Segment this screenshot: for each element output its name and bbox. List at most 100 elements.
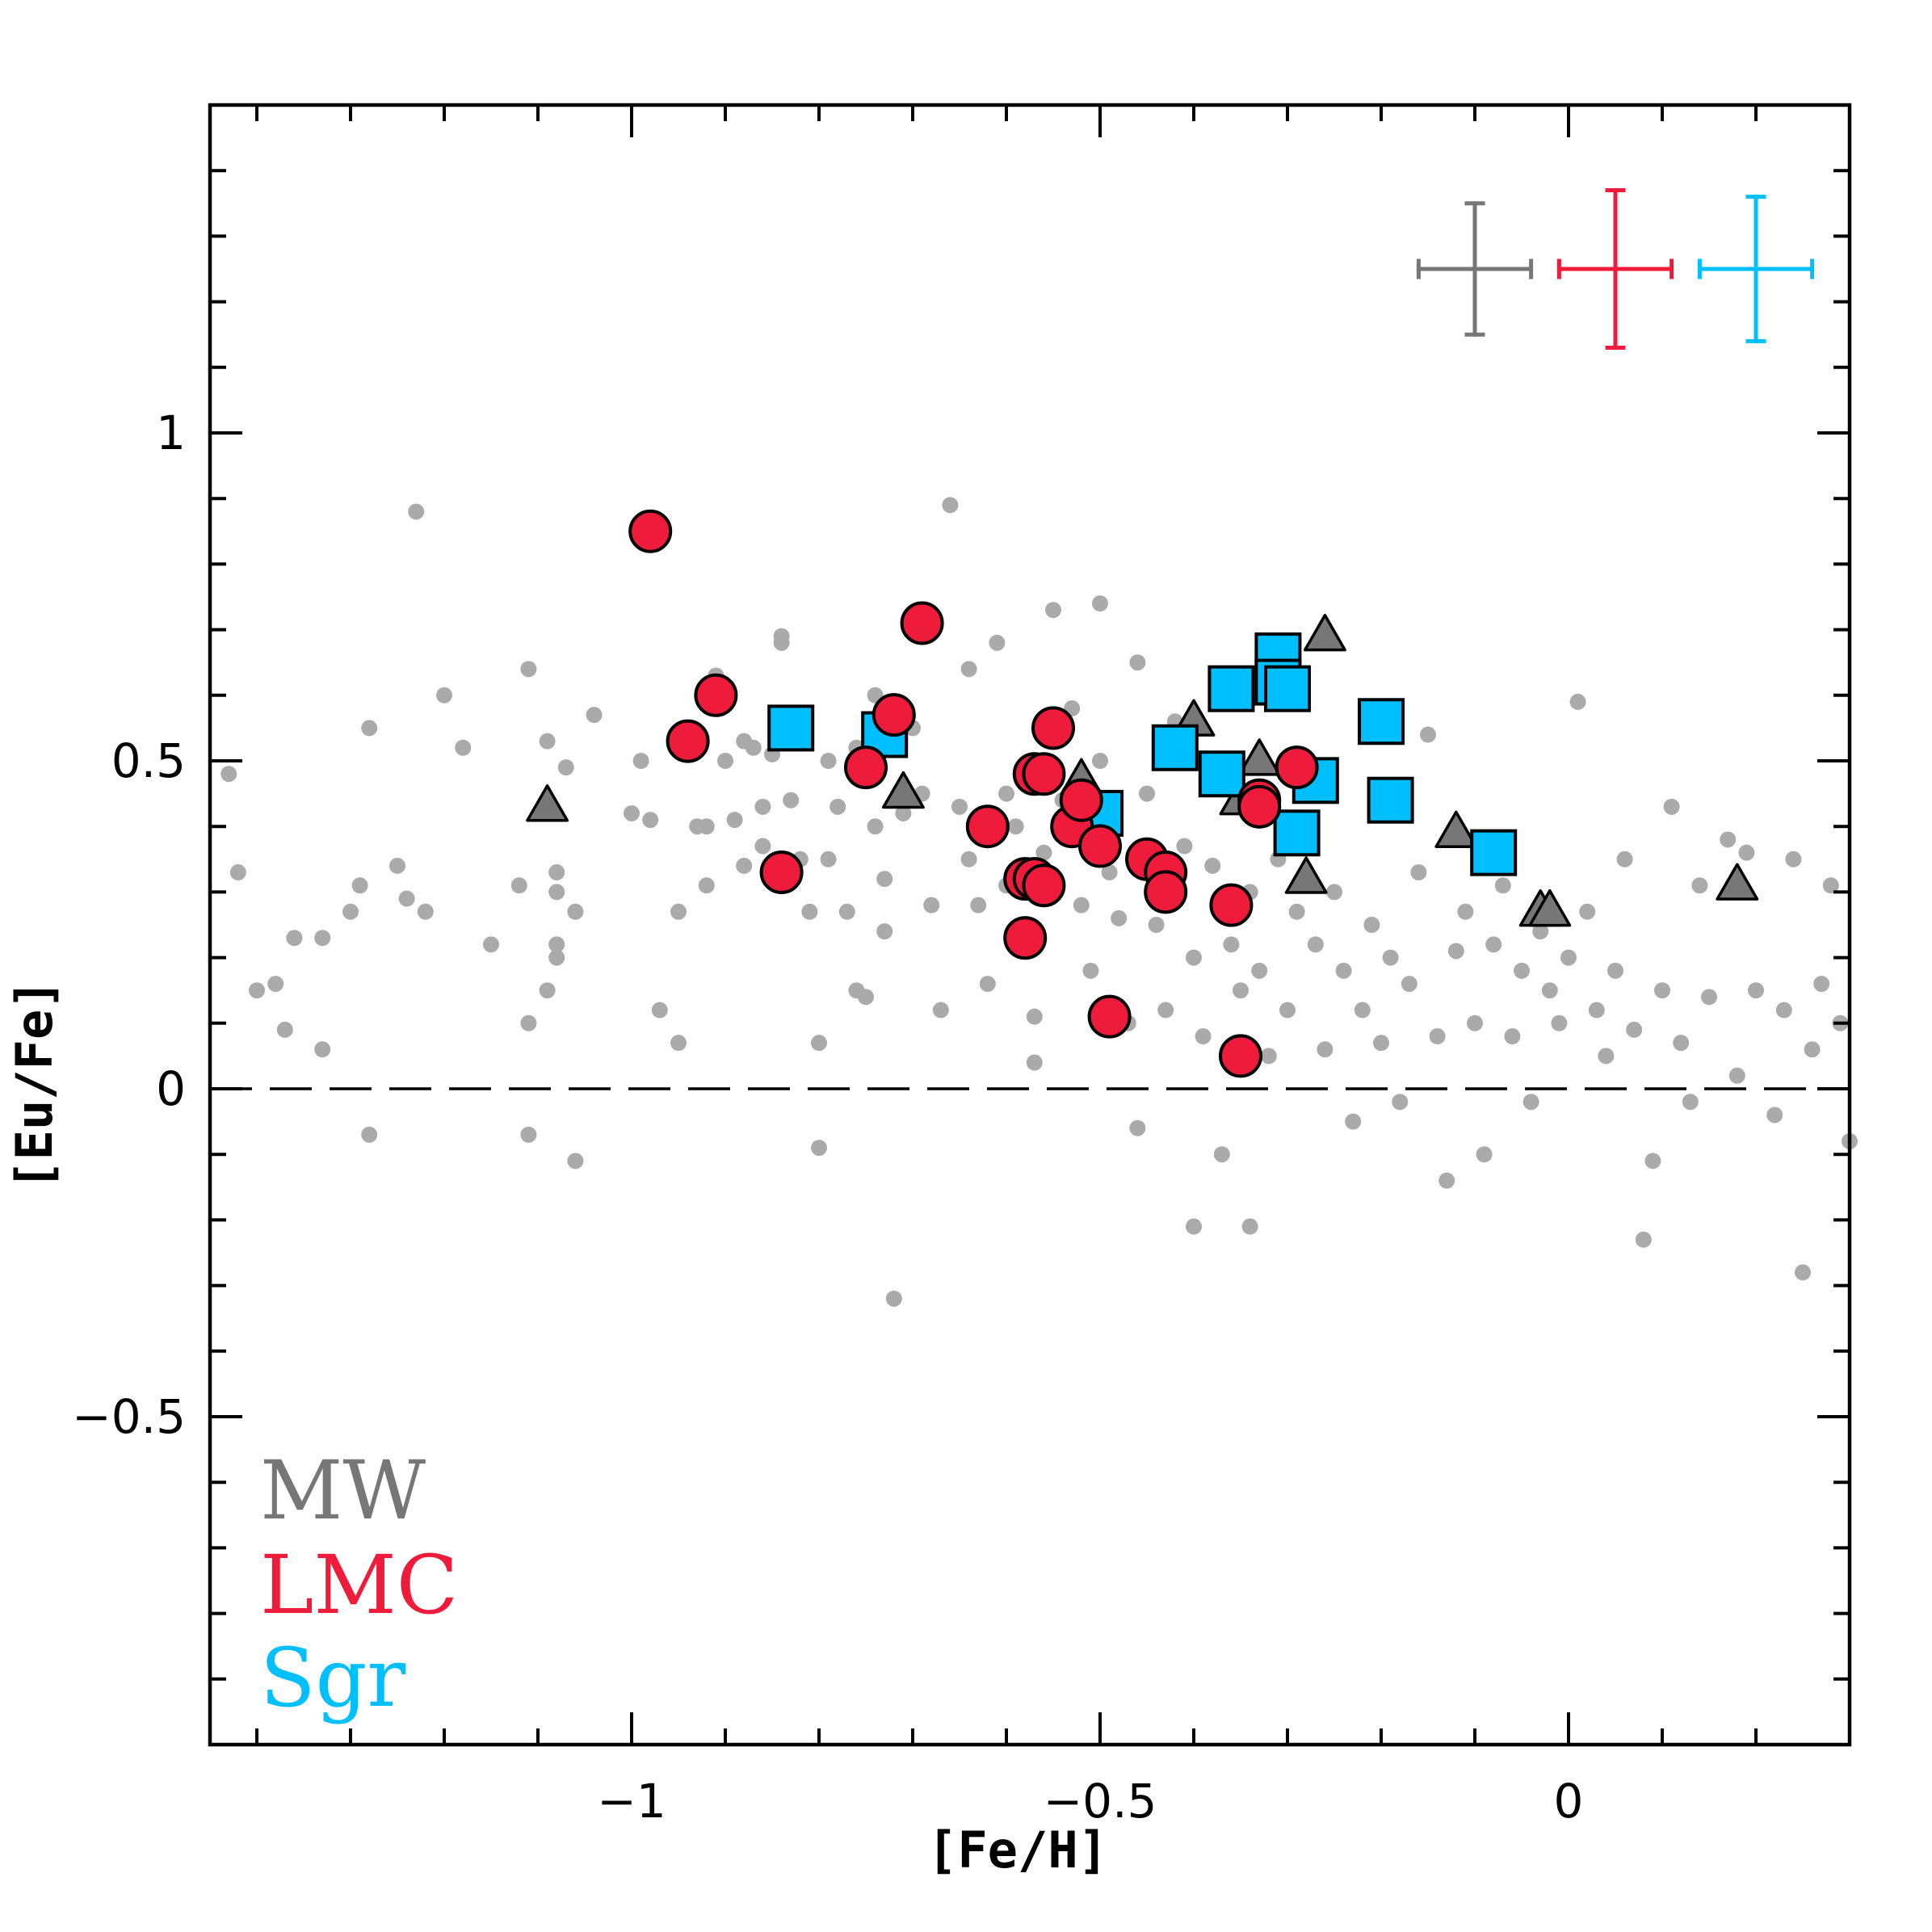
y-axis-title: [Eu/Fe] [5, 979, 64, 1190]
mw-field-point [1607, 962, 1623, 979]
mw-field-point [1738, 844, 1755, 861]
mw-field-point [1522, 1094, 1539, 1111]
mw-field-point [1775, 1002, 1792, 1018]
mw-field-point [1073, 897, 1090, 914]
mw-field-point [548, 936, 565, 953]
mw-field-point [220, 766, 237, 783]
mw-point [526, 784, 569, 822]
mw-field-point [276, 1021, 293, 1038]
mw-field-point [1429, 1028, 1446, 1045]
lmc-point [1031, 706, 1075, 750]
mw-field-point [1045, 602, 1061, 619]
mw-field-point [1233, 982, 1249, 999]
mw-field-point [1691, 877, 1708, 894]
mw-field-point [1532, 923, 1549, 940]
y-tick-label: 1 [156, 405, 186, 460]
mw-field-point [520, 1014, 537, 1031]
mw-field-point [885, 1290, 902, 1307]
mw-field-point [520, 1126, 537, 1143]
mw-field-point [1186, 1218, 1202, 1235]
mw-field-point [1111, 909, 1128, 926]
lmc-point [1209, 883, 1254, 927]
error-bar-lmc [1556, 188, 1674, 350]
lmc-points [628, 509, 1319, 1078]
mw-field-point [811, 1140, 827, 1157]
mw-field-point [539, 733, 556, 750]
mw-field-point [1186, 949, 1202, 966]
mw-field-point [1635, 1231, 1652, 1248]
x-tick-label: −1 [597, 1774, 666, 1829]
mw-field-point [1541, 982, 1558, 999]
mw-field-point [1373, 1035, 1389, 1052]
tick-labels: −1 −0.5 0 −0.5 0 0.5 1 [72, 405, 1583, 1829]
mw-field-point [1728, 1067, 1745, 1084]
mw-field-point [970, 897, 987, 914]
mw-field-point [1494, 877, 1511, 894]
lmc-point [1275, 746, 1319, 790]
legend-mw: MW [260, 1443, 426, 1538]
mw-field-point [1195, 1028, 1212, 1045]
lmc-point [1003, 916, 1048, 960]
mw-field-point [989, 634, 1006, 651]
mw-field-point [1251, 962, 1268, 979]
mw-field-point [960, 850, 977, 867]
lmc-point [666, 719, 710, 763]
mw-field-point [351, 877, 368, 894]
lmc-point [1237, 784, 1282, 829]
mw-field-point [1701, 989, 1717, 1006]
mw-field-point [520, 661, 537, 678]
mw-field-point [979, 976, 996, 993]
mw-field-point [1279, 1002, 1296, 1018]
mw-field-point [1438, 1172, 1455, 1189]
mw-field-point [1317, 1041, 1334, 1058]
lmc-point [965, 804, 1010, 849]
mw-field-point [1654, 982, 1670, 999]
mw-field-point [548, 864, 565, 881]
mw-field-point [1579, 903, 1596, 920]
mw-field-point [1766, 1107, 1783, 1124]
mw-field-point [754, 838, 771, 855]
y-tick-label: −0.5 [72, 1389, 186, 1444]
mw-field-point [267, 976, 284, 993]
legend-sgr: Sgr [260, 1631, 406, 1725]
mw-field-point [726, 812, 743, 829]
mw-field-point [417, 903, 434, 920]
mw-field-point [1467, 1014, 1483, 1031]
mw-field-point [1288, 903, 1305, 920]
legend: MW LMC Sgr [260, 1443, 458, 1725]
mw-field-point [361, 720, 378, 737]
mw-field-points [220, 497, 1858, 1307]
mw-point [1716, 863, 1759, 901]
mw-field-point [1082, 962, 1099, 979]
x-tick-label: −0.5 [1044, 1774, 1157, 1829]
mw-field-point [867, 818, 884, 835]
lmc-point [1022, 752, 1066, 796]
mw-field-point [1401, 976, 1418, 993]
sgr-point [1208, 665, 1255, 712]
mw-field-point [1748, 982, 1764, 999]
mw-field-point [314, 930, 331, 947]
mw-field-point [783, 792, 800, 808]
plot-frame [208, 103, 1852, 1747]
mw-field-point [408, 503, 425, 520]
y-tick-label: 0.5 [111, 733, 186, 788]
mw-field-point [1092, 595, 1108, 612]
mw-field-point [342, 903, 359, 920]
sgr-point [1358, 698, 1405, 746]
mw-field-point [876, 871, 893, 888]
lmc-point [628, 509, 673, 553]
mw-field-point [1447, 943, 1464, 960]
sgr-point [1273, 809, 1321, 857]
mw-field-point [1616, 850, 1633, 867]
mw-field-point [642, 812, 659, 829]
mw-field-point [1504, 1028, 1521, 1045]
mw-field-point [1476, 1146, 1493, 1163]
mw-field-point [1457, 903, 1474, 920]
lmc-point [759, 850, 804, 895]
mw-field-point [1345, 1113, 1362, 1130]
mw-field-point [1139, 785, 1155, 802]
mw-field-point [1644, 1153, 1661, 1170]
mw-field-point [942, 497, 959, 514]
mw-field-point [1626, 1021, 1643, 1038]
